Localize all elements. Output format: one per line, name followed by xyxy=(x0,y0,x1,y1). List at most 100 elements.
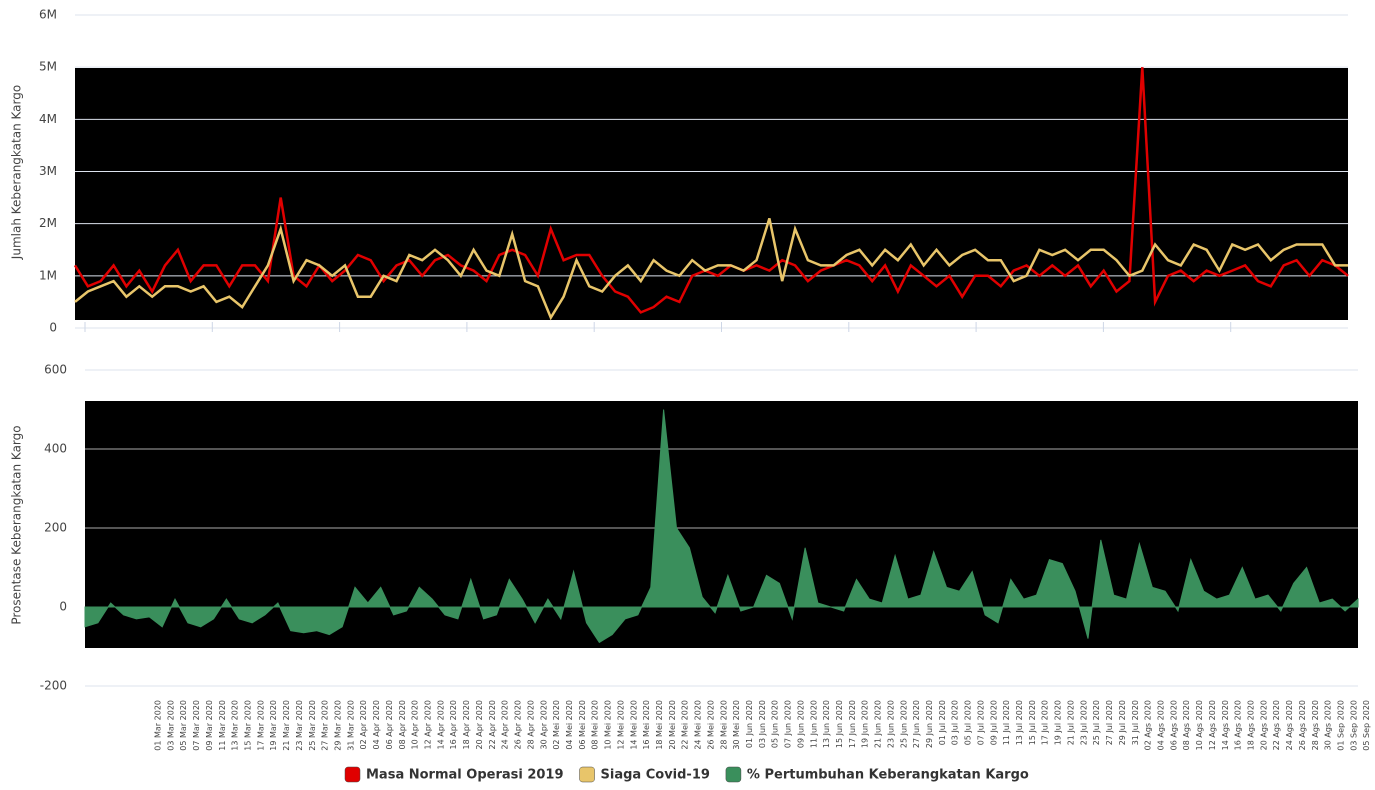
x-tick-label: 21 Mar 2020 xyxy=(282,700,291,751)
x-tick-label: 04 Apr 2020 xyxy=(372,700,381,749)
x-tick-label: 07 Jul 2020 xyxy=(976,700,985,745)
line xyxy=(73,67,1349,314)
legend-swatch xyxy=(344,766,361,783)
x-tick-label: 04 Mei 2020 xyxy=(565,700,574,750)
x-tick-label: 05 Jul 2020 xyxy=(964,700,973,745)
x-tick-label: 11 Mar 2020 xyxy=(218,700,227,751)
x-tick-label: 21 Jun 2020 xyxy=(874,700,883,748)
x-tick-label: 13 Jun 2020 xyxy=(822,700,831,748)
y-tick-label: 400 xyxy=(44,442,67,456)
x-tick-label: 13 Mar 2020 xyxy=(231,700,240,751)
x-tick-label: 02 Ags 2020 xyxy=(1144,700,1153,750)
x-tick-label: 17 Mar 2020 xyxy=(256,700,265,751)
x-tick-label: 03 Jun 2020 xyxy=(758,700,767,748)
x-tick-label: 01 Sep 2020 xyxy=(1336,700,1345,751)
x-tick-label: 29 Jun 2020 xyxy=(925,700,934,748)
x-tick-label: 03 Jul 2020 xyxy=(951,700,960,745)
x-tick-label: 22 Mei 2020 xyxy=(681,700,690,750)
x-tick-label: 10 Apr 2020 xyxy=(411,700,420,749)
x-tick-label: 06 Mei 2020 xyxy=(578,700,587,750)
x-tick-label: 28 Ags 2020 xyxy=(1311,700,1320,750)
x-tick-label: 30 Mei 2020 xyxy=(732,700,741,750)
x-tick-label: 02 Apr 2020 xyxy=(359,700,368,749)
x-tick-label: 11 Jul 2020 xyxy=(1002,700,1011,745)
x-tick-label: 12 Ags 2020 xyxy=(1208,700,1217,750)
legend-swatch xyxy=(579,766,595,783)
x-tick-label: 01 Mar 2020 xyxy=(154,700,163,751)
y-axis-title: Prosentase Keberangkatan Kargo xyxy=(10,425,24,624)
x-tick-label: 25 Jul 2020 xyxy=(1092,700,1101,745)
area xyxy=(84,409,1359,644)
x-tick-label: 17 Jun 2020 xyxy=(848,700,857,748)
x-tick-label: 27 Jun 2020 xyxy=(912,700,921,748)
x-tick-label: 27 Mar 2020 xyxy=(321,700,330,751)
x-tick-label: 28 Mei 2020 xyxy=(719,700,728,750)
x-tick-label: 15 Jul 2020 xyxy=(1028,700,1037,745)
x-tick-label: 22 Apr 2020 xyxy=(488,700,497,749)
x-tick-label: 30 Apr 2020 xyxy=(539,700,548,749)
x-tick-label: 01 Jun 2020 xyxy=(745,700,754,748)
line xyxy=(74,218,1348,321)
x-tick-label: 30 Ags 2020 xyxy=(1324,700,1333,750)
x-tick-label: 25 Mar 2020 xyxy=(308,700,317,751)
x-tick-label: 27 Jul 2020 xyxy=(1105,700,1114,745)
x-tick-label: 14 Apr 2020 xyxy=(436,700,445,749)
x-tick-label: 24 Ags 2020 xyxy=(1285,700,1294,750)
x-tick-label: 18 Mei 2020 xyxy=(655,700,664,750)
x-tick-label: 26 Ags 2020 xyxy=(1298,700,1307,750)
x-tick-label: 14 Mei 2020 xyxy=(629,700,638,750)
x-tick-label: 11 Jun 2020 xyxy=(809,700,818,748)
x-tick-label: 20 Mei 2020 xyxy=(668,700,677,750)
x-tick-label: 15 Mar 2020 xyxy=(244,700,253,751)
x-tick-label: 06 Apr 2020 xyxy=(385,700,394,749)
x-tick-label: 15 Jun 2020 xyxy=(835,700,844,748)
x-tick-label: 26 Mei 2020 xyxy=(706,700,715,750)
x-tick-label: 28 Apr 2020 xyxy=(526,700,535,749)
x-tick-label: 19 Mar 2020 xyxy=(269,700,278,751)
y-tick-label: 5M xyxy=(39,60,57,74)
y-tick-label: 0 xyxy=(59,600,67,614)
x-tick-label: 09 Mar 2020 xyxy=(205,700,214,751)
y-tick-label: 1M xyxy=(39,268,57,282)
x-tick-label: 10 Mei 2020 xyxy=(604,700,613,750)
x-tick-label: 16 Mei 2020 xyxy=(642,700,651,750)
x-tick-label: 04 Ags 2020 xyxy=(1156,700,1165,750)
x-tick-label: 16 Ags 2020 xyxy=(1234,700,1243,750)
x-tick-label: 24 Apr 2020 xyxy=(501,700,510,749)
x-tick-label: 25 Jun 2020 xyxy=(899,700,908,748)
x-tick-label: 18 Ags 2020 xyxy=(1246,700,1255,750)
x-tick-label: 13 Jul 2020 xyxy=(1015,700,1024,745)
x-tick-label: 21 Jul 2020 xyxy=(1066,700,1075,745)
x-tick-label: 07 Jun 2020 xyxy=(784,700,793,748)
x-tick-label: 06 Ags 2020 xyxy=(1169,700,1178,750)
x-tick-label: 17 Jul 2020 xyxy=(1041,700,1050,745)
x-tick-label: 09 Jun 2020 xyxy=(796,700,805,748)
x-tick-label: 20 Apr 2020 xyxy=(475,700,484,749)
x-tick-label: 19 Jun 2020 xyxy=(861,700,870,748)
x-tick-label: 05 Mar 2020 xyxy=(179,700,188,751)
y-tick-label: 3M xyxy=(39,164,57,178)
y-tick-label: 4M xyxy=(39,112,57,126)
x-tick-label: 23 Jun 2020 xyxy=(886,700,895,748)
x-tick-label: 08 Ags 2020 xyxy=(1182,700,1191,750)
x-tick-label: 18 Apr 2020 xyxy=(462,700,471,749)
x-tick-label: 24 Mei 2020 xyxy=(694,700,703,750)
y-tick-label: 200 xyxy=(44,521,67,535)
x-tick-label: 07 Mar 2020 xyxy=(192,700,201,751)
y-tick-label: 0 xyxy=(49,321,57,335)
x-tick-label: 09 Jul 2020 xyxy=(989,700,998,745)
x-tick-label: 12 Apr 2020 xyxy=(424,700,433,749)
x-tick-label: 03 Mar 2020 xyxy=(166,700,175,751)
x-tick-label: 19 Jul 2020 xyxy=(1054,700,1063,745)
x-tick-label: 08 Mei 2020 xyxy=(591,700,600,750)
legend-label: Masa Normal Operasi 2019 xyxy=(366,768,564,783)
x-tick-label: 31 Mar 2020 xyxy=(346,700,355,751)
y-tick-label: -200 xyxy=(40,679,67,693)
legend-label: Siaga Covid-19 xyxy=(601,768,710,783)
x-tick-label: 02 Mei 2020 xyxy=(552,700,561,750)
y-axis-title: Jumlah Keberangkatan Kargo xyxy=(10,85,24,260)
x-tick-label: 12 Mei 2020 xyxy=(616,700,625,750)
y-tick-label: 6M xyxy=(39,8,57,22)
y-tick-label: 2M xyxy=(39,216,57,230)
